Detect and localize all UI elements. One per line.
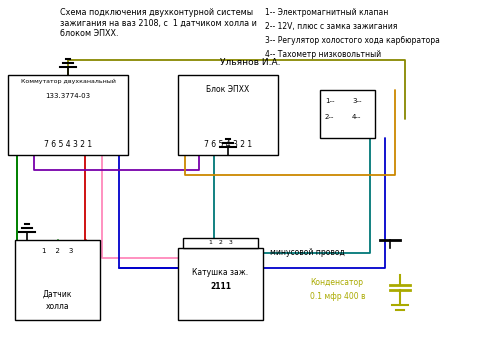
Text: холла: холла: [46, 302, 70, 311]
Text: Коммутатор двухканальный: Коммутатор двухканальный: [20, 79, 116, 84]
Text: Катушка заж.: Катушка заж.: [192, 268, 248, 277]
Text: Датчик: Датчик: [43, 290, 72, 299]
Text: 0.1 мфр 400 в: 0.1 мфр 400 в: [310, 292, 366, 301]
Text: минусовой провод: минусовой провод: [270, 248, 345, 257]
Text: 4--: 4--: [352, 114, 362, 120]
Text: 2--: 2--: [325, 114, 334, 120]
Bar: [320, 90, 375, 138]
Text: 1    2    3: 1 2 3: [42, 248, 73, 254]
Bar: [15, 240, 100, 320]
Bar: [178, 75, 278, 155]
Text: 133.3774-03: 133.3774-03: [46, 93, 90, 99]
Text: 2111: 2111: [210, 282, 231, 291]
Bar: [183, 238, 258, 248]
Text: 3-- Регулятор холостого хода карбюратора: 3-- Регулятор холостого хода карбюратора: [265, 36, 440, 45]
Text: 4-- Тахометр низковольтный: 4-- Тахометр низковольтный: [265, 50, 381, 59]
Text: 1--: 1--: [325, 98, 334, 104]
Text: 7 6 5 4 3 2 1: 7 6 5 4 3 2 1: [204, 140, 252, 149]
Text: 1   2   3: 1 2 3: [208, 240, 233, 245]
Bar: [178, 248, 263, 320]
Text: Блок ЭПХХ: Блок ЭПХХ: [206, 85, 250, 94]
Text: 2-- 12V, плюс с замка зажигания: 2-- 12V, плюс с замка зажигания: [265, 22, 398, 31]
Text: 1-- Электромагнитный клапан: 1-- Электромагнитный клапан: [265, 8, 388, 17]
Text: Конденсатор: Конденсатор: [310, 278, 363, 287]
Bar: [8, 75, 128, 155]
Text: Ульянов И.А.: Ульянов И.А.: [220, 58, 280, 67]
Text: 7 6 5 4 3 2 1: 7 6 5 4 3 2 1: [44, 140, 92, 149]
Text: Схема подключения двухконтурной системы
зажигания на ваз 2108, с  1 датчиком хол: Схема подключения двухконтурной системы …: [60, 8, 257, 38]
Text: 3--: 3--: [352, 98, 362, 104]
